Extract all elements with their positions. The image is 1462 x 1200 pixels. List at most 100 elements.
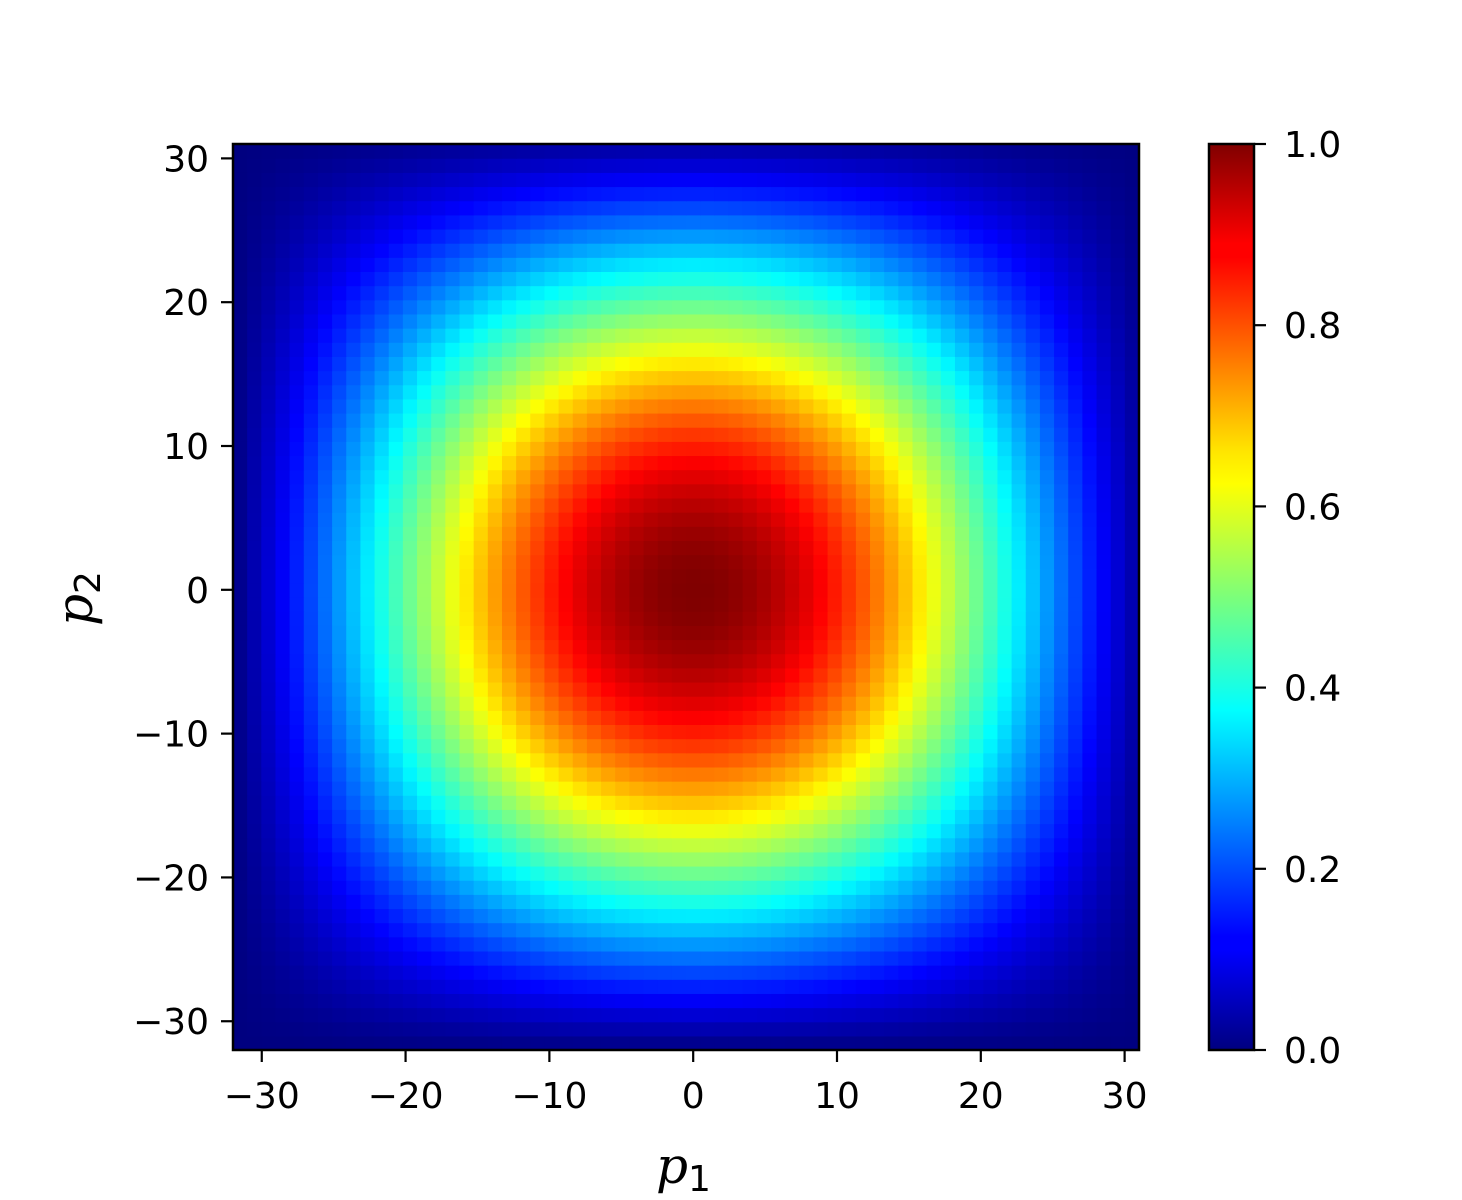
heatmap-cell [770,950,786,966]
heatmap-cell [870,582,885,598]
heatmap-cell [1054,412,1069,428]
heatmap-cell [374,313,390,329]
heatmap-cell [473,568,489,584]
heatmap-cell [827,356,843,372]
heatmap-cell [615,667,630,683]
heatmap-cell [530,512,546,527]
heatmap-cell [615,950,630,966]
heatmap-cell [629,398,645,414]
heatmap-cell [1068,1007,1083,1023]
heatmap-cell [360,922,376,938]
heatmap-cell [686,1021,701,1037]
heatmap-cell [544,186,560,202]
heatmap-cell [855,597,871,612]
heatmap-cell [643,342,659,357]
heatmap-cell [544,653,560,669]
heatmap-cell [799,214,815,230]
heatmap-cell [940,554,956,570]
heatmap-cell [686,384,701,400]
heatmap-cell [997,568,1013,584]
heatmap-cell [785,1007,800,1023]
heatmap-cell [657,851,673,867]
heatmap-cell [657,299,673,315]
heatmap-cell [487,186,503,202]
heatmap-cell [233,200,248,216]
heatmap-cell [1096,979,1112,994]
heatmap-cell [544,597,560,612]
heatmap-cell [841,427,857,442]
heatmap-cell [855,342,871,357]
heatmap-cell [884,144,899,159]
heatmap-cell [969,228,984,244]
heatmap-cell [1082,186,1098,202]
heatmap-cell [261,653,277,669]
heatmap-cell [332,809,347,825]
heatmap-cell [657,922,673,938]
heatmap-cell [247,285,262,301]
heatmap-cell [1110,172,1126,188]
heatmap-cell [473,781,489,796]
heatmap-cell [402,781,418,796]
heatmap-cell [1082,993,1098,1009]
heatmap-cell [884,568,899,584]
heatmap-cell [884,427,899,442]
heatmap-cell [261,257,277,273]
heatmap-cell [827,710,843,726]
heatmap-cell [1011,653,1027,669]
heatmap-cell [912,455,928,471]
heatmap-cell [969,158,984,173]
heatmap-cell [926,398,942,414]
heatmap-cell [1011,936,1027,952]
heatmap-cell [346,667,362,683]
heatmap-cell [1124,342,1140,357]
heatmap-cell [1011,1021,1027,1037]
heatmap-cell [501,781,517,796]
heatmap-cell [233,483,248,499]
heatmap-cell [530,781,546,796]
heatmap-cell [912,384,928,400]
heatmap-cell [317,611,333,626]
heatmap-cell [827,526,843,541]
heatmap-cell [586,526,602,541]
heatmap-cell [700,200,715,216]
heatmap-cell [841,370,857,386]
heatmap-cell [870,908,885,924]
heatmap-cell [516,950,531,966]
heatmap-cell [516,639,531,655]
heatmap-cell [516,455,531,471]
heatmap-cell [728,851,744,867]
heatmap-cell [1110,1021,1126,1037]
heatmap-cell [1082,356,1098,372]
heatmap-cell [1039,979,1055,994]
heatmap-cell [728,922,744,938]
heatmap-cell [940,455,956,471]
heatmap-cell [1110,342,1126,357]
heatmap-cell [275,724,291,740]
heatmap-cell [303,271,319,287]
heatmap-cell [615,795,630,810]
heatmap-cell [586,696,602,711]
heatmap-cell [770,880,786,895]
heatmap-cell [487,526,503,541]
heatmap-cell [530,497,546,513]
heatmap-cell [572,625,588,641]
heatmap-cell [841,993,857,1009]
heatmap-cell [1039,880,1055,895]
heatmap-cell [275,1021,291,1037]
heatmap-cell [940,469,956,485]
heatmap-cell [657,710,673,726]
heatmap-cell [700,299,715,315]
heatmap-cell [501,611,517,626]
heatmap-cell [544,781,560,796]
heatmap-cell [346,766,362,782]
heatmap-cell [473,611,489,626]
heatmap-cell [332,398,347,414]
heatmap-cell [884,766,899,782]
heatmap-cell [473,696,489,711]
heatmap-cell [360,158,376,173]
heatmap-cell [799,752,815,768]
heatmap-cell [983,993,999,1009]
heatmap-cell [671,936,687,952]
heatmap-cell [332,639,347,655]
heatmap-cell [912,568,928,584]
